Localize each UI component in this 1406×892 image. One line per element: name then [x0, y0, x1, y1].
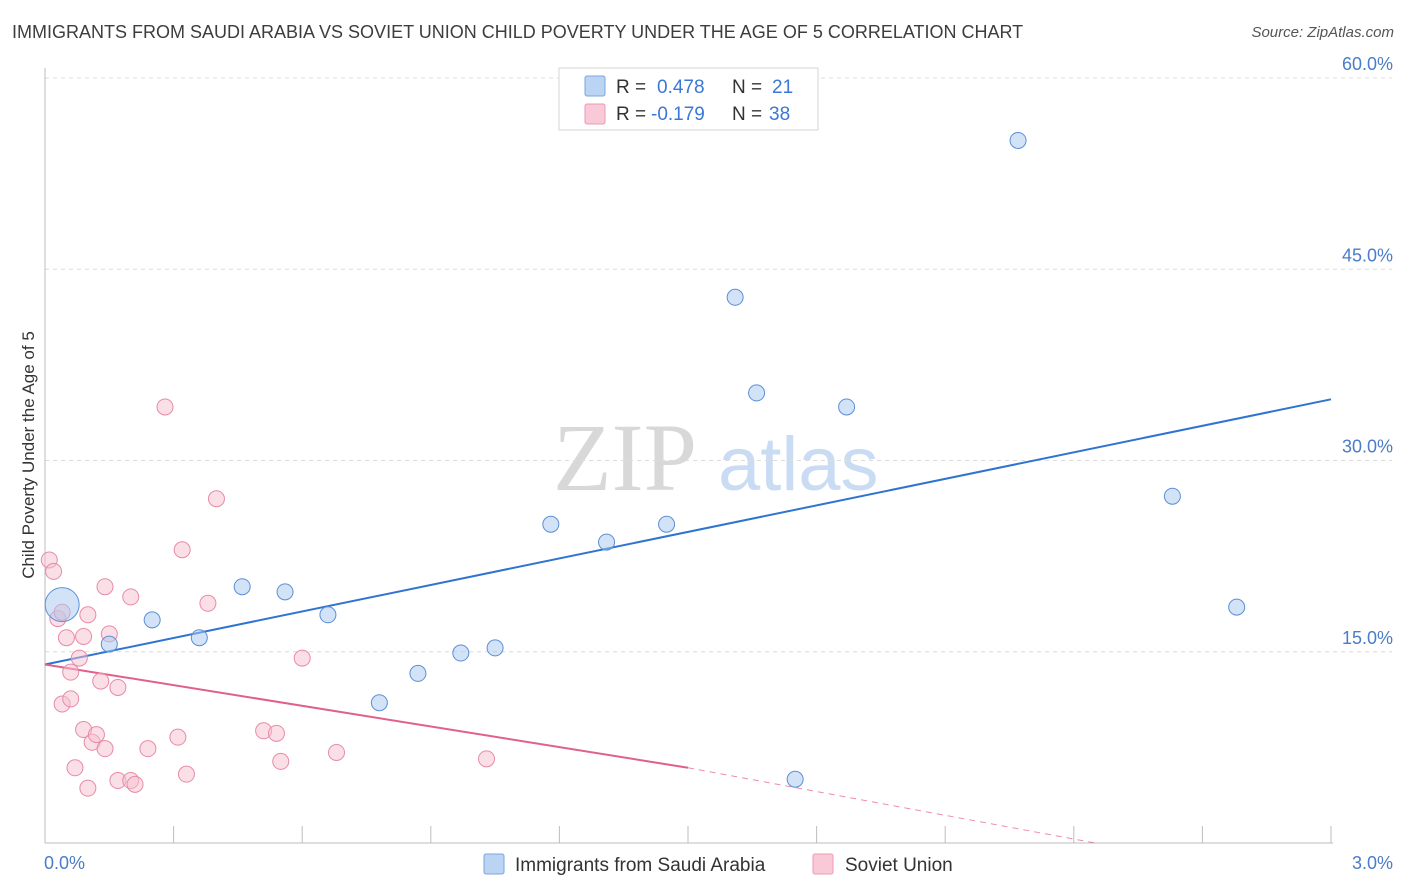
data-points [40, 131, 1246, 797]
point-soviet-union [173, 541, 191, 559]
point-soviet-union [126, 775, 144, 793]
x-tick-labels: 0.0% 3.0% [44, 853, 1393, 873]
point-soviet-union [70, 649, 88, 667]
legend-swatch-saudi [584, 75, 606, 97]
point-saudi-arabia [143, 611, 161, 629]
point-saudi-arabia [319, 606, 337, 624]
y-tick-label: 15.0% [1342, 628, 1393, 648]
point-soviet-union [169, 728, 187, 746]
point-soviet-union [139, 740, 157, 758]
point-soviet-union [87, 726, 105, 744]
point-soviet-union [478, 750, 496, 768]
point-saudi-arabia [1009, 131, 1027, 149]
axes [44, 68, 1333, 844]
legend-n-label: N = [732, 77, 762, 98]
y-tick-label: 45.0% [1342, 245, 1393, 265]
point-soviet-union [96, 578, 114, 596]
x-tick-label: 3.0% [1352, 853, 1393, 873]
point-soviet-union [62, 690, 80, 708]
point-soviet-union [79, 779, 97, 797]
point-soviet-union [327, 743, 345, 761]
legend-r-value: 0.478 [657, 77, 705, 98]
legend-r-label: R = [616, 77, 646, 98]
point-soviet-union [92, 672, 110, 690]
series-swatch-soviet [812, 853, 834, 875]
chart-title: IMMIGRANTS FROM SAUDI ARABIA VS SOVIET U… [12, 22, 1024, 42]
point-saudi-arabia [1228, 598, 1246, 616]
point-soviet-union [109, 678, 127, 696]
legend-swatch-soviet [584, 103, 606, 125]
point-saudi-arabia [658, 515, 676, 533]
watermark-zip: ZIP [553, 404, 697, 511]
point-saudi-arabia [542, 515, 560, 533]
legend-r-label: R = [616, 104, 646, 125]
point-saudi-arabia [190, 629, 208, 647]
point-saudi-arabia [598, 533, 616, 551]
trend-line-soviet-extension [687, 767, 1096, 844]
point-soviet-union [293, 649, 311, 667]
gridlines [45, 77, 1392, 653]
legend-n-label: N = [732, 104, 762, 125]
point-soviet-union [122, 588, 140, 606]
point-saudi-arabia [786, 770, 804, 788]
point-soviet-union [199, 594, 217, 612]
point-soviet-union [57, 629, 75, 647]
point-soviet-union [62, 663, 80, 681]
series-label-soviet: Soviet Union [845, 855, 953, 876]
trend-lines [44, 398, 1332, 844]
point-soviet-union [177, 765, 195, 783]
trend-line-soviet [44, 663, 689, 769]
point-saudi-arabia [409, 664, 427, 682]
point-saudi-arabia [100, 635, 118, 653]
point-soviet-union [267, 724, 285, 742]
point-soviet-union [156, 398, 174, 416]
point-saudi-arabia [838, 398, 856, 416]
legend-n-value: 21 [772, 77, 793, 98]
legend-r-value: -0.179 [651, 104, 705, 125]
y-tick-label: 60.0% [1342, 54, 1393, 74]
point-saudi-arabia [370, 694, 388, 712]
point-soviet-union [66, 759, 84, 777]
point-soviet-union [75, 627, 93, 645]
point-saudi-arabia [44, 587, 80, 623]
series-legend: Immigrants from Saudi Arabia Soviet Unio… [483, 853, 953, 876]
source-label: Source: ZipAtlas.com [1251, 24, 1394, 41]
point-soviet-union [96, 740, 114, 758]
x-tick-label: 0.0% [44, 853, 85, 873]
correlation-legend: R = 0.478 N = 21 R = -0.179 N = 38 [558, 67, 819, 131]
point-saudi-arabia [276, 583, 294, 601]
series-label-saudi: Immigrants from Saudi Arabia [515, 855, 766, 876]
point-saudi-arabia [452, 644, 470, 662]
point-soviet-union [79, 606, 97, 624]
trend-line-saudi [44, 398, 1332, 666]
point-soviet-union [45, 562, 63, 580]
legend-n-value: 38 [769, 104, 790, 125]
point-soviet-union [272, 752, 290, 770]
watermark-atlas: atlas [718, 422, 879, 507]
point-saudi-arabia [233, 578, 251, 596]
point-saudi-arabia [1163, 487, 1181, 505]
point-soviet-union [207, 490, 225, 508]
y-tick-labels: 15.0% 30.0% 45.0% 60.0% [1342, 54, 1393, 648]
point-saudi-arabia [486, 639, 504, 657]
point-saudi-arabia [726, 288, 744, 306]
y-tick-label: 30.0% [1342, 437, 1393, 457]
y-axis-label: Child Poverty Under the Age of 5 [19, 331, 38, 579]
point-saudi-arabia [748, 384, 766, 402]
series-swatch-saudi [483, 853, 505, 875]
